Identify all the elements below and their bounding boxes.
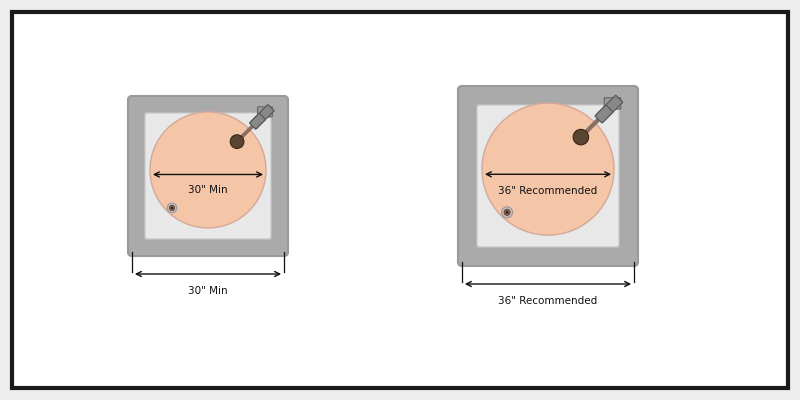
FancyBboxPatch shape: [595, 105, 613, 123]
Circle shape: [506, 211, 509, 214]
FancyBboxPatch shape: [128, 96, 288, 256]
FancyBboxPatch shape: [604, 98, 621, 109]
FancyBboxPatch shape: [12, 12, 788, 388]
FancyBboxPatch shape: [250, 105, 274, 128]
Circle shape: [573, 129, 589, 145]
Circle shape: [482, 103, 614, 235]
Text: 30" Min: 30" Min: [188, 286, 228, 296]
Circle shape: [167, 203, 177, 213]
Circle shape: [150, 112, 266, 228]
FancyBboxPatch shape: [596, 95, 622, 122]
Circle shape: [171, 207, 174, 209]
FancyBboxPatch shape: [258, 107, 272, 117]
Circle shape: [170, 205, 174, 211]
Text: 36" Recommended: 36" Recommended: [498, 186, 598, 196]
FancyBboxPatch shape: [477, 105, 619, 247]
Text: 30" Min: 30" Min: [188, 185, 228, 195]
FancyBboxPatch shape: [458, 86, 638, 266]
Circle shape: [504, 209, 510, 215]
FancyBboxPatch shape: [250, 113, 266, 129]
Circle shape: [502, 207, 513, 218]
Circle shape: [230, 135, 244, 148]
Text: 36" Recommended: 36" Recommended: [498, 296, 598, 306]
FancyBboxPatch shape: [145, 113, 271, 239]
